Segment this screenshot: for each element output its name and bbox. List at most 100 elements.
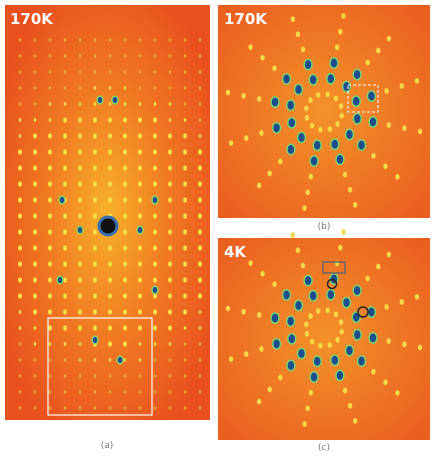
spot <box>18 197 22 202</box>
spot <box>108 261 112 266</box>
spot <box>183 229 187 234</box>
spot <box>153 245 157 250</box>
spot <box>268 171 272 177</box>
spot <box>248 44 252 50</box>
spot <box>78 117 82 122</box>
spot <box>34 102 37 105</box>
spot <box>287 316 295 326</box>
spot <box>331 355 339 365</box>
spot <box>93 181 97 186</box>
spot <box>93 149 97 154</box>
spot <box>338 29 342 35</box>
spot <box>18 165 22 170</box>
spot <box>168 149 172 154</box>
spot <box>183 133 187 138</box>
spot <box>226 306 230 312</box>
spot <box>48 213 52 218</box>
spot <box>109 102 112 105</box>
spot <box>376 264 380 270</box>
spot <box>18 293 22 298</box>
spot <box>79 102 82 105</box>
spot <box>325 307 329 313</box>
spot <box>244 135 248 141</box>
spot <box>184 70 187 73</box>
spot <box>138 181 142 186</box>
spot <box>345 345 353 355</box>
spot <box>48 165 52 170</box>
spot <box>77 226 83 234</box>
spot <box>138 133 142 138</box>
spot <box>48 261 52 266</box>
spot <box>184 406 187 409</box>
spot <box>64 374 67 377</box>
spot <box>168 181 172 186</box>
panel-label: 170K <box>224 10 268 28</box>
spot <box>48 133 52 138</box>
spot <box>297 132 305 142</box>
spot <box>109 406 112 409</box>
spot <box>124 358 127 361</box>
spot <box>18 149 22 154</box>
spot <box>376 48 380 54</box>
spot <box>273 123 281 133</box>
spot <box>48 245 52 250</box>
spot <box>348 187 352 193</box>
spot <box>123 133 127 138</box>
spot <box>288 118 296 128</box>
spot <box>112 96 118 104</box>
spot <box>304 59 312 69</box>
spot <box>184 358 187 361</box>
spot <box>108 245 112 250</box>
spot <box>353 285 361 295</box>
spot <box>199 54 202 57</box>
spot <box>154 102 157 105</box>
spot <box>64 38 67 41</box>
spot <box>33 293 37 298</box>
spot <box>63 165 67 170</box>
spot <box>418 345 422 351</box>
spot <box>341 229 345 235</box>
spot <box>138 309 142 314</box>
spot <box>184 374 187 377</box>
spot <box>78 309 82 314</box>
spot <box>335 121 339 127</box>
spot <box>169 118 172 121</box>
spot <box>59 196 65 204</box>
spot <box>334 96 338 102</box>
spot <box>139 102 142 105</box>
spot <box>395 174 399 180</box>
spot <box>353 330 361 340</box>
spot <box>198 229 202 234</box>
spot <box>78 197 82 202</box>
spot <box>154 358 157 361</box>
spot <box>296 247 300 253</box>
spot <box>169 70 172 73</box>
spot <box>139 374 142 377</box>
spot <box>287 144 295 154</box>
spot <box>295 84 303 94</box>
spot <box>318 343 322 349</box>
spot <box>168 325 172 330</box>
spot <box>310 156 318 166</box>
spot <box>198 213 202 218</box>
spot <box>259 130 263 136</box>
spot <box>138 245 142 250</box>
spot <box>272 65 276 71</box>
spot <box>297 348 305 358</box>
spot <box>19 390 22 393</box>
spot <box>309 291 317 301</box>
spot <box>18 261 22 266</box>
spot <box>301 263 305 269</box>
spot <box>34 358 37 361</box>
spot <box>49 342 52 345</box>
spot <box>169 406 172 409</box>
spot <box>198 165 202 170</box>
spot <box>278 375 282 381</box>
spot <box>93 309 97 314</box>
spot <box>386 122 390 128</box>
spot <box>123 277 127 282</box>
spot <box>306 406 310 412</box>
spot <box>387 252 391 258</box>
spot <box>34 70 37 73</box>
spot <box>123 309 127 314</box>
